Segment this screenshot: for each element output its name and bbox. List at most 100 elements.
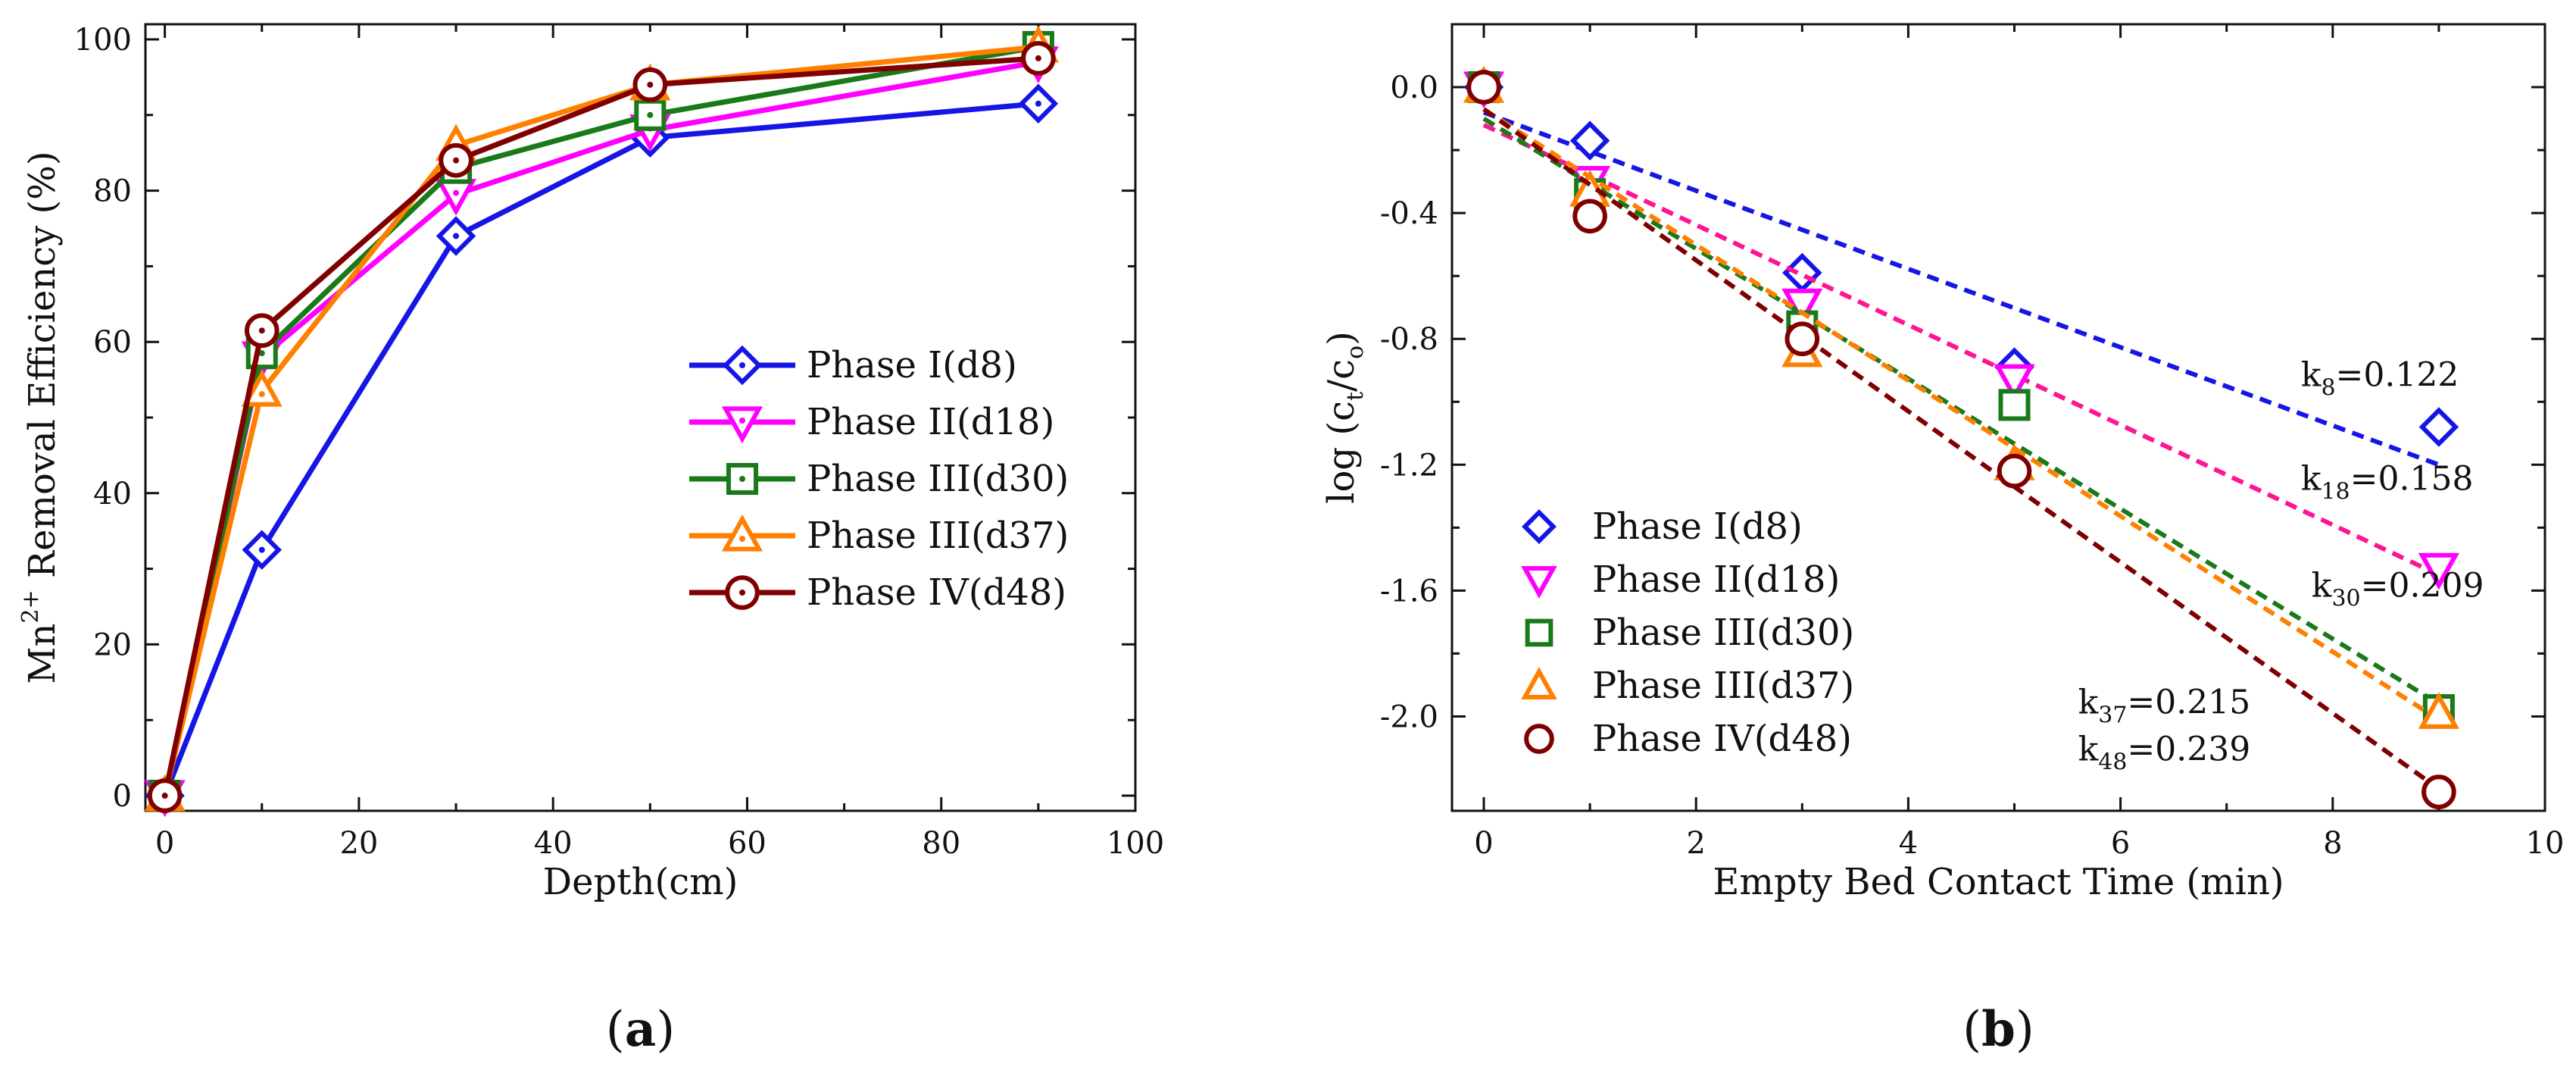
chart-panel-b: 0 2 4 6 8 10 0.0 -0.4 -0.8 -1.2 -1.6 -2.0 Empty Bed …: [1320, 23, 2565, 1058]
legend-item: Phase II(d18): [1521, 558, 1840, 601]
legend: Phase I(d8) Phase II(d18) Phase III(d30) Ph…: [689, 344, 1069, 614]
legend-label: Phase III(d37): [1592, 665, 1854, 707]
data-point-dot: [647, 111, 654, 118]
y-tick-label: -0.8: [1380, 322, 1438, 357]
rate-constant-value: =0.158: [2350, 459, 2474, 498]
x-tick-label: 100: [1107, 826, 1164, 861]
panel-label: (a): [606, 1001, 675, 1058]
legend-item: Phase III(d30): [689, 458, 1069, 500]
data-point: [2418, 552, 2460, 590]
y-axis-label: log (ct/co): [1320, 331, 1369, 504]
legend-item: Phase IV(d48): [1524, 718, 1852, 760]
legend-label: Phase II(d18): [1592, 558, 1840, 601]
y-axis-label-suffix: ): [1320, 331, 1363, 346]
data-point-dot: [258, 391, 265, 398]
rate-constant-label: k37=0.215: [2078, 683, 2251, 728]
legend-label: Phase I(d8): [807, 344, 1017, 386]
legend-item: Phase II(d18): [689, 401, 1054, 444]
y-axis-label-prefix: log (c: [1320, 401, 1363, 504]
y-tick-label: 0: [113, 779, 132, 814]
data-point: [1784, 321, 1820, 357]
data-point: [1466, 70, 1501, 105]
data-point-dot: [258, 350, 265, 357]
series-line: [162, 101, 1039, 797]
data-point: [1994, 364, 2035, 402]
legend-marker: [1525, 618, 1553, 647]
plot-frame: [1450, 23, 2546, 812]
rate-constant-value: =0.215: [2127, 683, 2250, 721]
y-axis-label-mid: /c: [1320, 359, 1363, 392]
x-tick-label: 0: [1474, 826, 1493, 861]
legend-item: Phase I(d8): [689, 344, 1017, 386]
x-tick-label: 4: [1899, 826, 1918, 861]
series-1: [1463, 67, 2459, 468]
legend-item: Phase III(d30): [1525, 612, 1854, 654]
fit-line: [1482, 117, 2440, 706]
x-tick-label: 60: [728, 826, 767, 861]
data-point: [1782, 252, 1822, 293]
rate-constant-subscript: 18: [2321, 478, 2350, 505]
rate-constant-label: k18=0.158: [2301, 459, 2474, 505]
legend-marker: [1522, 509, 1557, 544]
x-axis-label: Empty Bed Contact Time (min): [1713, 861, 2284, 903]
series-1: [145, 83, 1059, 816]
y-tick-label: -1.2: [1380, 448, 1438, 483]
rate-constant-symbol: k: [2312, 567, 2332, 605]
rate-constant-symbol: k: [2078, 683, 2099, 721]
data-point: [241, 369, 283, 407]
y-tick-label: 0.0: [1390, 70, 1438, 105]
legend-label: Phase IV(d48): [807, 571, 1066, 614]
legend-marker: [721, 406, 763, 444]
legend-marker: [1524, 724, 1554, 754]
legend-marker: [721, 514, 763, 552]
rate-constant-symbol: k: [2078, 730, 2099, 769]
y-tick-label: -1.6: [1380, 574, 1438, 608]
y-tick-label: -0.4: [1380, 196, 1438, 231]
legend: Phase I(d8) Phase II(d18) Phase III(d30) Ph…: [1521, 505, 1854, 760]
y-tick-label: -2.0: [1380, 699, 1438, 734]
rate-constant-label: k48=0.239: [2078, 730, 2251, 776]
data-point: [1572, 199, 1607, 234]
rate-constant-subscript: 30: [2331, 586, 2360, 612]
legend-item: Phase III(d37): [1521, 665, 1854, 707]
rate-constant-value: =0.122: [2336, 355, 2459, 394]
legend-marker-dot: [739, 536, 745, 542]
x-axis-label: Depth(cm): [543, 861, 738, 903]
legend-marker-dot: [739, 362, 745, 368]
fit-line: [1482, 107, 2440, 722]
panel-label: (b): [1962, 1001, 2034, 1058]
fit-line: [1482, 107, 2440, 791]
rate-constant-subscript: 37: [2098, 702, 2127, 728]
rate-constant-subscript: 8: [2321, 374, 2335, 401]
y-tick-label: 80: [93, 174, 132, 209]
x-tick-label: 10: [2526, 826, 2565, 861]
panel-label-letter: b: [1981, 1001, 2016, 1058]
legend-marker: [1521, 667, 1557, 699]
legend-label: Phase I(d8): [1592, 505, 1803, 548]
y-tick-label: 20: [93, 627, 132, 662]
legend-label: Phase III(d30): [1592, 612, 1854, 654]
series-5: [147, 41, 1056, 813]
data-point-dot: [453, 157, 460, 164]
x-tick-label: 6: [2111, 826, 2130, 861]
data-point: [1781, 288, 1823, 326]
legend-marker: [1521, 566, 1557, 599]
fit-line: [1482, 110, 2440, 468]
data-point-dot: [161, 793, 168, 799]
panel-label-close: ): [656, 1002, 675, 1058]
data-point: [2421, 774, 2456, 809]
data-point-dot: [647, 81, 654, 88]
rate-constant-symbol: k: [2301, 459, 2322, 498]
y-axis-label-rest: Removal Efficiency (%): [21, 151, 64, 590]
rate-constant-subscript: 48: [2098, 749, 2127, 776]
panel-label-close: ): [2016, 1002, 2034, 1058]
legend-item: Phase III(d37): [689, 514, 1069, 557]
y-tick-label: 40: [93, 477, 132, 511]
legend-label: Phase IV(d48): [1592, 718, 1852, 760]
rate-constant-label: k8=0.122: [2301, 355, 2459, 401]
data-point: [2418, 692, 2460, 729]
x-tick-label: 20: [339, 826, 378, 861]
data-point: [1569, 120, 1610, 161]
panel-label-letter: a: [625, 1001, 656, 1058]
